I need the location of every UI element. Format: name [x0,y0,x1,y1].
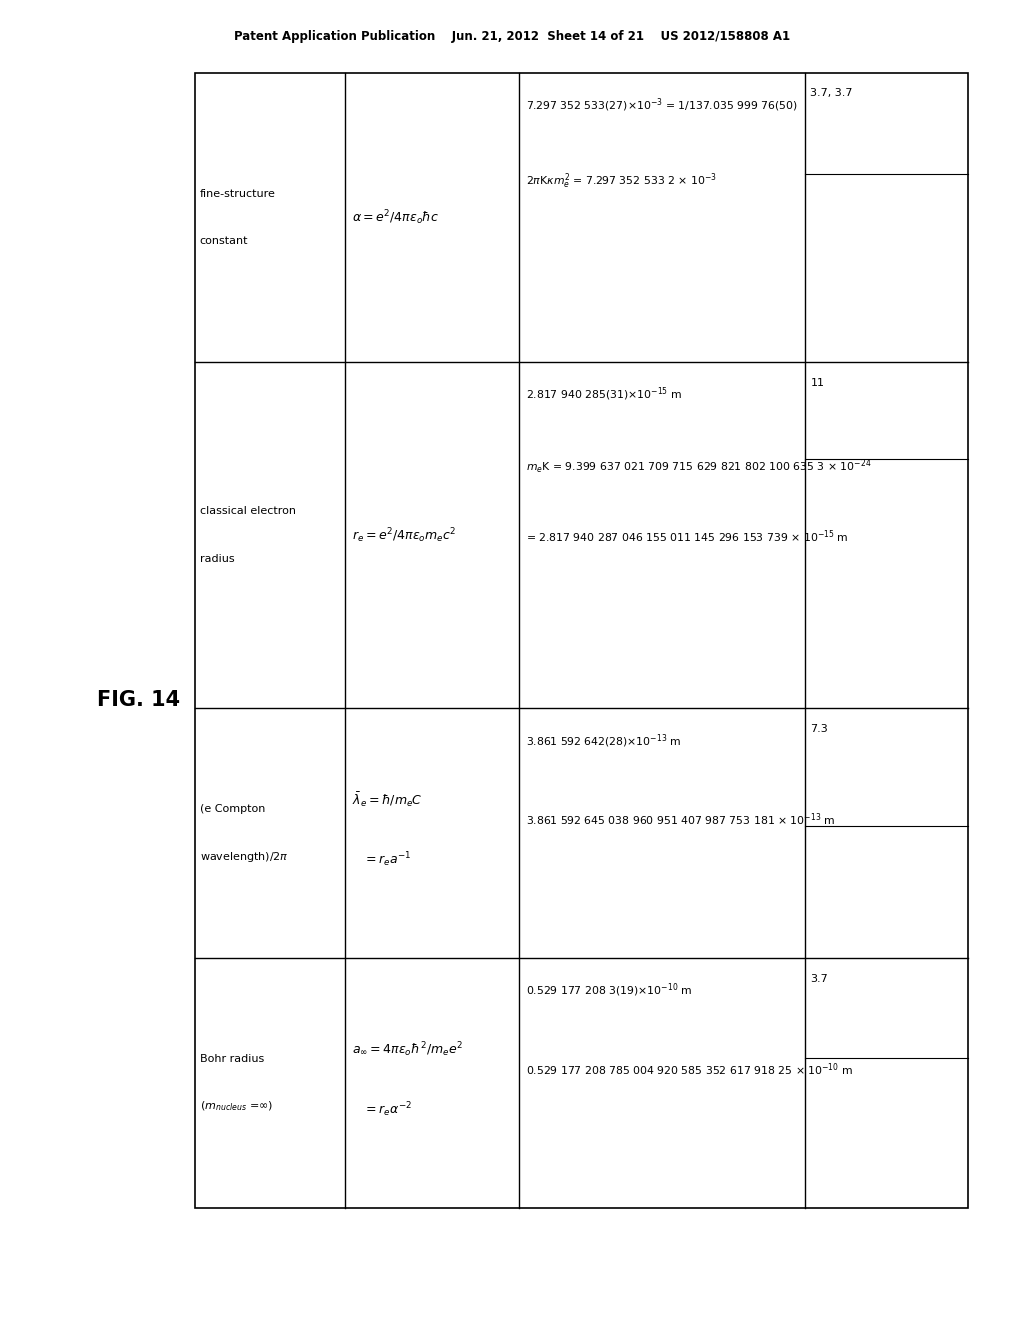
Text: ($m_{nucleus}$ =$\infty$): ($m_{nucleus}$ =$\infty$) [200,1100,272,1114]
Text: 3.7, 3.7: 3.7, 3.7 [810,88,853,99]
Text: 0.529 177 208 785 004 920 585 352 617 918 25 $\times$ 10$^{-10}$ m: 0.529 177 208 785 004 920 585 352 617 91… [526,1061,854,1077]
Text: $= r_e a^{-1}$: $= r_e a^{-1}$ [362,850,412,869]
Text: 7.3: 7.3 [810,725,828,734]
Text: classical electron: classical electron [200,507,296,516]
Bar [195,73,968,1208]
Text: Bohr radius: Bohr radius [200,1055,264,1064]
Text: radius: radius [200,554,234,564]
Text: 7.297 352 533(27)$\times$10$^{-3}$ = 1/137.035 999 76(50): 7.297 352 533(27)$\times$10$^{-3}$ = 1/1… [526,96,799,114]
Text: 0.529 177 208 3(19)$\times$10$^{-10}$ m: 0.529 177 208 3(19)$\times$10$^{-10}$ m [526,982,693,999]
Text: (e Compton: (e Compton [200,804,265,814]
Text: 3.861 592 645 038 960 951 407 987 753 181 $\times$ 10$^{-13}$ m: 3.861 592 645 038 960 951 407 987 753 18… [526,812,836,828]
Text: $2\pi$K$\kappa m_e^2$ = 7.297 352 533 2 $\times$ 10$^{-3}$: $2\pi$K$\kappa m_e^2$ = 7.297 352 533 2 … [526,172,718,191]
Text: wavelength)/2$\pi$: wavelength)/2$\pi$ [200,850,288,865]
Text: $\alpha = e^2/4\pi\varepsilon_o\hbar c$: $\alpha = e^2/4\pi\varepsilon_o\hbar c$ [352,209,439,227]
Text: 3.7: 3.7 [810,974,828,983]
Text: Patent Application Publication    Jun. 21, 2012  Sheet 14 of 21    US 2012/15880: Patent Application Publication Jun. 21, … [233,30,791,44]
Text: 3.861 592 642(28)$\times$10$^{-13}$ m: 3.861 592 642(28)$\times$10$^{-13}$ m [526,733,682,750]
Text: FIG. 14: FIG. 14 [96,689,180,710]
Text: $= r_e\alpha^{-2}$: $= r_e\alpha^{-2}$ [362,1100,412,1118]
Text: 11: 11 [810,378,824,388]
Text: = 2.817 940 287 046 155 011 145 296 153 739 $\times$ 10$^{-15}$ m: = 2.817 940 287 046 155 011 145 296 153 … [526,528,849,545]
Text: constant: constant [200,236,248,246]
Text: $m_e$K = 9.399 637 021 709 715 629 821 802 100 635 3 $\times$ 10$^{-24}$: $m_e$K = 9.399 637 021 709 715 629 821 8… [526,457,872,475]
Text: fine-structure: fine-structure [200,189,275,198]
Text: $r_e = e^2/4\pi\varepsilon_o m_e c^2$: $r_e = e^2/4\pi\varepsilon_o m_e c^2$ [352,525,457,545]
Text: $\bar{\lambda}_e = \hbar/m_e C$: $\bar{\lambda}_e = \hbar/m_e C$ [352,791,423,809]
Text: 2.817 940 285(31)$\times$10$^{-15}$ m: 2.817 940 285(31)$\times$10$^{-15}$ m [526,385,683,404]
Text: $a_\infty = 4\pi\varepsilon_o\hbar^2/m_e e^2$: $a_\infty = 4\pi\varepsilon_o\hbar^2/m_e… [352,1040,464,1059]
